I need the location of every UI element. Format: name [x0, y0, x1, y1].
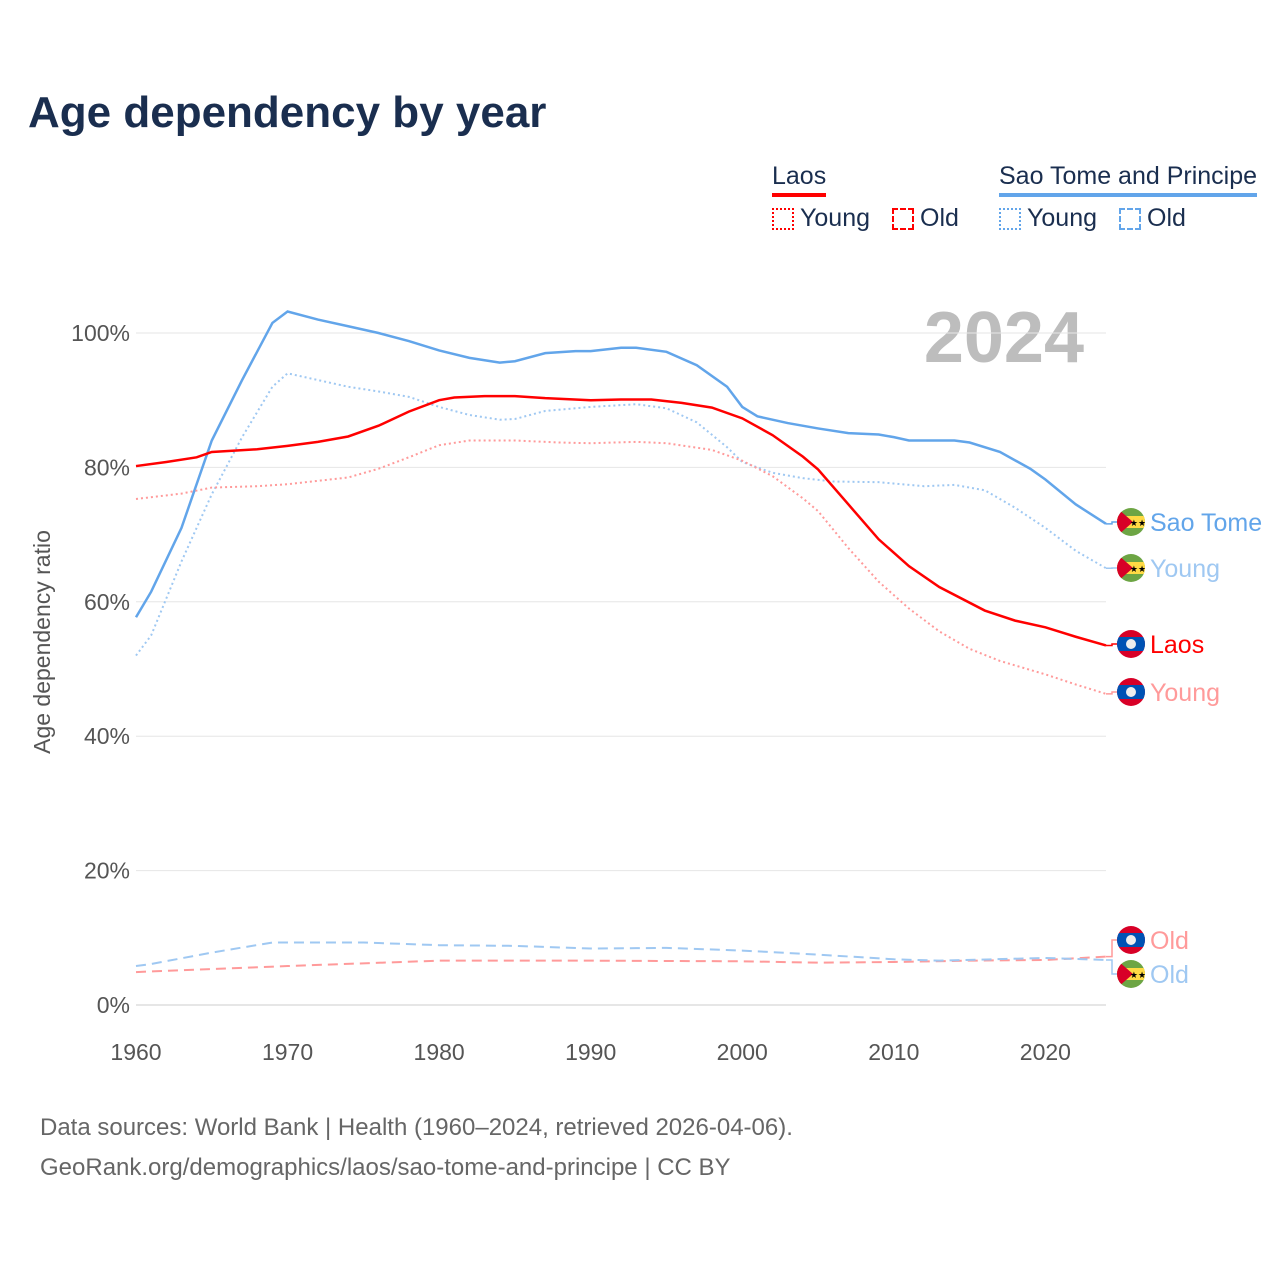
- legend-label: Old: [920, 204, 959, 232]
- sao-tome-flag-icon: ★★: [1117, 554, 1146, 582]
- x-tick-label: 2020: [1020, 1039, 1071, 1065]
- legend-laos-old[interactable]: Old: [892, 204, 959, 233]
- sao-tome-flag-icon: ★★: [1117, 508, 1146, 536]
- laos-flag-icon: [1117, 678, 1145, 706]
- series-line-sao-tome-old[interactable]: [135, 941, 1107, 968]
- x-tick-label: 2010: [868, 1039, 919, 1065]
- label-connector: [1106, 691, 1118, 695]
- y-tick-label: 20%: [84, 858, 130, 884]
- y-tick-label: 60%: [84, 589, 130, 615]
- series-end-label: Laos: [1150, 631, 1204, 659]
- svg-text:★★: ★★: [1130, 970, 1146, 980]
- source-link[interactable]: GeoRank.org/demographics/laos/sao-tome-a…: [40, 1154, 731, 1181]
- x-tick-label: 1990: [565, 1039, 616, 1065]
- y-tick-label: 80%: [84, 454, 130, 480]
- series-line-sao-tome-young[interactable]: [135, 372, 1107, 657]
- series-line-laos-old[interactable]: [135, 955, 1107, 974]
- series-end-label: Sao Tome: [1150, 509, 1262, 537]
- dashed-swatch-icon: [1119, 207, 1141, 230]
- legend-label: Young: [1027, 204, 1097, 232]
- x-tick-label: 2000: [717, 1039, 768, 1065]
- series-end-label: Old: [1150, 961, 1189, 989]
- label-connector: [1106, 521, 1118, 525]
- x-tick-label: 1980: [414, 1039, 465, 1065]
- legend-laos-young[interactable]: Young: [772, 204, 870, 233]
- sao-tome-flag-icon: ★★: [1117, 960, 1146, 988]
- year-label: 2024: [924, 298, 1084, 378]
- y-tick-label: 40%: [84, 723, 130, 749]
- y-tick-label: 0%: [97, 992, 130, 1018]
- series-line-laos[interactable]: [135, 394, 1107, 647]
- dashed-swatch-icon: [892, 207, 914, 230]
- legend-sao-tome-old[interactable]: Old: [1119, 204, 1186, 233]
- series-end-label: Young: [1150, 555, 1220, 583]
- series-end-label: Young: [1150, 679, 1220, 707]
- legend-label: Young: [800, 204, 870, 232]
- x-tick-label: 1970: [262, 1039, 313, 1065]
- legend-sao-tome-young[interactable]: Young: [999, 204, 1097, 233]
- chart-title: Age dependency by year: [28, 88, 547, 137]
- series-line-sao-tome[interactable]: [134, 310, 1107, 618]
- y-tick-label: 100%: [71, 320, 130, 346]
- y-axis-label: Age dependency ratio: [29, 530, 55, 754]
- series-end-label: Old: [1150, 927, 1189, 955]
- dotted-swatch-icon: [772, 207, 794, 230]
- label-connector: [1106, 959, 1118, 975]
- svg-text:★★: ★★: [1130, 564, 1146, 574]
- footer: Data sources: World Bank | Health (1960–…: [40, 1108, 793, 1188]
- svg-text:★★: ★★: [1130, 518, 1146, 528]
- dotted-swatch-icon: [999, 207, 1021, 230]
- legend-sao-tome[interactable]: Sao Tome and Principe: [999, 162, 1258, 197]
- laos-flag-icon: [1117, 630, 1145, 658]
- legend-laos[interactable]: Laos: [772, 162, 827, 197]
- label-connector: [1106, 939, 1118, 958]
- laos-flag-icon: [1117, 926, 1145, 954]
- series-line-laos-young[interactable]: [135, 439, 1107, 695]
- label-connector: [1106, 643, 1118, 647]
- source-text: Data sources: World Bank | Health (1960–…: [40, 1114, 793, 1141]
- legend-label: Old: [1147, 204, 1186, 232]
- x-tick-label: 1960: [110, 1039, 161, 1065]
